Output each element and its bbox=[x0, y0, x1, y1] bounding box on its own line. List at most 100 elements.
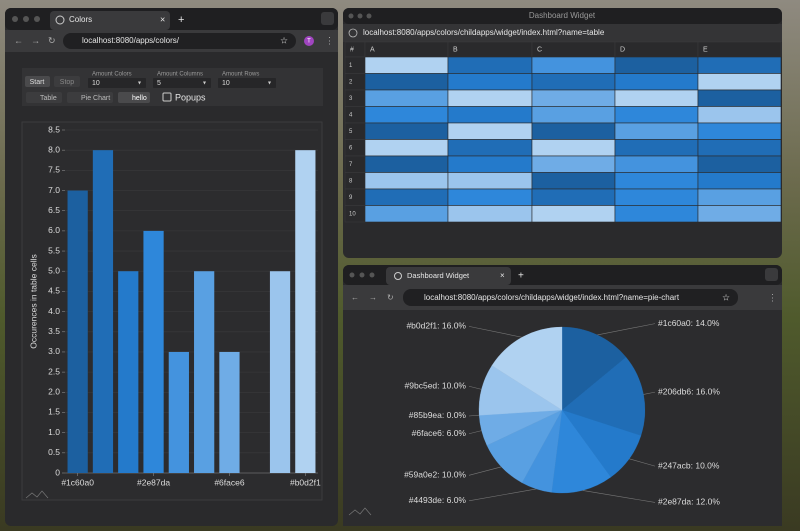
y-tick-label: 7.0 bbox=[48, 185, 60, 195]
slice-label: #6face6: 6.0% bbox=[412, 428, 467, 438]
bar bbox=[219, 351, 240, 473]
number-input[interactable] bbox=[153, 78, 211, 88]
table-cell bbox=[697, 155, 782, 173]
forward-button[interactable]: → bbox=[31, 35, 40, 45]
table-cell bbox=[697, 89, 782, 107]
tab-menu[interactable] bbox=[765, 268, 778, 281]
new-tab[interactable]: + bbox=[178, 14, 184, 26]
traffic-light[interactable] bbox=[12, 16, 18, 22]
table-cell bbox=[697, 56, 782, 74]
y-tick-label: 6.5 bbox=[48, 205, 60, 215]
tab-close[interactable]: × bbox=[160, 14, 165, 24]
tab-button[interactable] bbox=[118, 92, 150, 103]
tab-button[interactable] bbox=[67, 92, 113, 103]
table-cell bbox=[447, 205, 533, 223]
table-cell bbox=[697, 139, 782, 157]
bookmark-star[interactable]: ☆ bbox=[722, 292, 730, 302]
bar bbox=[295, 150, 316, 474]
y-tick-label: 0.5 bbox=[48, 447, 60, 457]
menu-button[interactable]: ⋮ bbox=[325, 35, 334, 45]
stop-label: Stop bbox=[60, 79, 75, 86]
traffic-light[interactable] bbox=[366, 13, 372, 19]
column-header: E bbox=[703, 46, 708, 53]
header-cell bbox=[344, 41, 366, 58]
y-tick-label: 0 bbox=[55, 467, 60, 477]
reload-button[interactable]: ↻ bbox=[48, 35, 56, 45]
new-tab[interactable]: + bbox=[518, 271, 524, 282]
slice-label: #247acb: 10.0% bbox=[658, 460, 720, 470]
menu-button[interactable]: ⋮ bbox=[768, 292, 777, 302]
row-header-cell bbox=[344, 89, 366, 107]
leader-line bbox=[582, 490, 656, 503]
tab[interactable] bbox=[386, 267, 511, 285]
y-tick-label: 8.5 bbox=[48, 124, 60, 134]
y-tick-label: 2.0 bbox=[48, 387, 60, 397]
tab-menu[interactable] bbox=[321, 12, 334, 25]
table-cell bbox=[614, 188, 699, 206]
row-label: 5 bbox=[349, 129, 353, 135]
y-tick-label: 3.5 bbox=[48, 326, 60, 336]
leader-line bbox=[468, 488, 537, 502]
back-button[interactable]: ← bbox=[351, 293, 359, 302]
slice-label: #4493de: 6.0% bbox=[409, 495, 467, 505]
tab[interactable] bbox=[50, 11, 170, 30]
table-cell bbox=[531, 56, 616, 74]
table-cell bbox=[697, 73, 782, 91]
leader-line bbox=[597, 323, 656, 336]
address-bar[interactable] bbox=[403, 289, 738, 306]
traffic-light[interactable] bbox=[348, 13, 354, 19]
table-cell bbox=[614, 205, 699, 223]
traffic-light[interactable] bbox=[369, 272, 375, 278]
header-cell bbox=[614, 41, 699, 58]
table-cell bbox=[364, 188, 449, 206]
table-cell bbox=[614, 106, 699, 124]
back-button[interactable]: ← bbox=[14, 35, 23, 45]
bookmark-star[interactable]: ☆ bbox=[280, 35, 288, 45]
y-tick-label: 5.5 bbox=[48, 245, 60, 255]
number-input[interactable] bbox=[88, 78, 146, 88]
table-cell bbox=[447, 73, 533, 91]
pie-slice bbox=[491, 326, 563, 411]
window-pie: Dashboard Widget × + ← → ↻ localhost:808… bbox=[343, 265, 782, 526]
field-label: Amount Rows bbox=[222, 72, 259, 78]
y-tick-label: 3.0 bbox=[48, 346, 60, 356]
field-value: 10 bbox=[92, 80, 100, 87]
forward-button[interactable]: → bbox=[369, 293, 377, 302]
traffic-light[interactable] bbox=[359, 272, 365, 278]
field-label: Amount Colors bbox=[92, 72, 132, 78]
leader-line bbox=[468, 430, 482, 435]
address-bar bbox=[343, 24, 782, 42]
table-cell bbox=[531, 122, 616, 140]
tab-icon bbox=[55, 15, 65, 25]
table-cell bbox=[364, 73, 449, 91]
table-cell bbox=[531, 188, 616, 206]
table-cell bbox=[531, 89, 616, 107]
field-value: 10 bbox=[222, 80, 230, 87]
traffic-light[interactable] bbox=[34, 16, 40, 22]
tab-close[interactable]: × bbox=[500, 271, 505, 280]
stop-button[interactable] bbox=[54, 76, 80, 87]
tab-button[interactable] bbox=[26, 92, 62, 103]
row-label: 7 bbox=[349, 162, 353, 168]
table-cell bbox=[447, 172, 533, 190]
traffic-light[interactable] bbox=[349, 272, 355, 278]
checkbox[interactable] bbox=[162, 92, 172, 102]
tab-label: Pie Chart bbox=[81, 95, 110, 102]
row-header-cell bbox=[344, 56, 366, 74]
traffic-light[interactable] bbox=[23, 16, 29, 22]
table-cell bbox=[447, 89, 533, 107]
table-cell bbox=[447, 56, 533, 74]
number-input[interactable] bbox=[218, 78, 276, 88]
reload-button[interactable]: ↻ bbox=[387, 293, 394, 302]
profile-avatar[interactable] bbox=[304, 36, 314, 46]
table-cell bbox=[614, 89, 699, 107]
window-colors: Colors × + ← → ↻ localhost:8080/apps/col… bbox=[5, 8, 338, 526]
address-bar[interactable] bbox=[63, 33, 296, 49]
site-info[interactable] bbox=[348, 28, 358, 38]
traffic-light[interactable] bbox=[357, 13, 363, 19]
table-cell bbox=[614, 122, 699, 140]
table-cell bbox=[364, 122, 449, 140]
start-button[interactable] bbox=[25, 76, 50, 87]
table-cell bbox=[531, 205, 616, 223]
